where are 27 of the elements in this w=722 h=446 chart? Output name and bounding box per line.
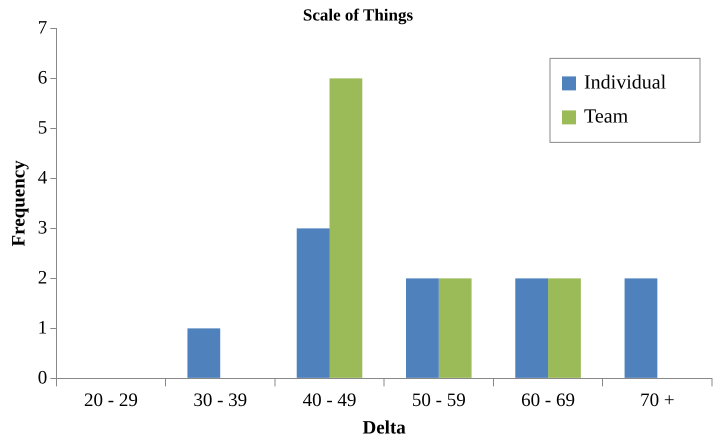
x-tick-label: 70 +: [640, 390, 675, 411]
legend-label: Team: [584, 106, 629, 128]
y-tick-label: 4: [38, 167, 48, 188]
x-tick-label: 30 - 39: [193, 390, 248, 411]
y-axis-title: Frequency: [8, 160, 30, 246]
y-tick-label: 3: [38, 217, 48, 238]
bar: [330, 78, 362, 378]
bar: [548, 278, 581, 378]
bar: [296, 228, 330, 378]
chart-title: Scale of Things: [302, 6, 414, 25]
x-tick-label: 20 - 29: [84, 390, 138, 411]
bar: [438, 278, 472, 378]
bar: [406, 278, 439, 378]
x-tick-label: 60 - 69: [521, 390, 575, 411]
x-tick-label: 50 - 59: [412, 390, 466, 411]
bar: [187, 328, 220, 378]
y-tick-label: 7: [38, 17, 48, 38]
bar: [515, 278, 548, 378]
legend-label: Individual: [584, 72, 667, 94]
x-axis-title: Delta: [362, 418, 406, 439]
y-tick-label: 2: [38, 267, 48, 288]
y-tick-label: 5: [38, 117, 48, 138]
y-tick-label: 1: [38, 317, 48, 338]
y-tick-label: 6: [38, 67, 48, 88]
bar: [624, 278, 658, 378]
y-tick-label: 0: [38, 367, 48, 388]
x-tick-label: 40 - 49: [302, 390, 356, 411]
